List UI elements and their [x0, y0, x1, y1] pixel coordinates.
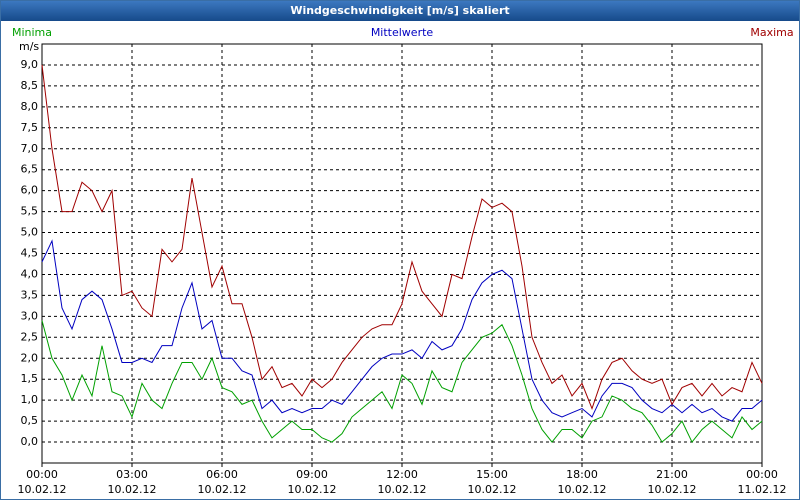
- legend-entry: Maxima: [750, 26, 793, 39]
- y-tick-label: 0,5: [21, 414, 39, 427]
- y-axis-label: m/s: [19, 40, 39, 53]
- series-line: [41, 320, 763, 443]
- x-tick-label: 18:00 10.02.12: [557, 468, 607, 496]
- x-tick-label: 06:00 10.02.12: [197, 468, 247, 496]
- y-tick-label: 2,0: [21, 351, 39, 364]
- y-tick-label: 3,5: [21, 288, 39, 301]
- plot-border: [41, 43, 763, 464]
- y-tick-label: 8,5: [21, 79, 39, 92]
- x-tick-label: 09:00 10.02.12: [287, 468, 337, 496]
- x-tick-label: 21:00 10.02.12: [647, 468, 697, 496]
- legend-entry: Mittelwerte: [371, 26, 434, 39]
- y-tick-label: 7,0: [21, 142, 39, 155]
- series-line: [41, 64, 763, 410]
- y-tick-label: 3,0: [21, 309, 39, 322]
- y-tick-label: 9,0: [21, 58, 39, 71]
- y-tick-label: 2,5: [21, 330, 39, 343]
- x-tick-label: 03:00 10.02.12: [107, 468, 157, 496]
- y-tick-label: 5,5: [21, 205, 39, 218]
- y-tick-label: 6,0: [21, 184, 39, 197]
- x-tick-label: 00:00 11.02.12: [737, 468, 787, 496]
- title-bar: [1, 1, 799, 21]
- x-tick-label: 12:00 10.02.12: [377, 468, 427, 496]
- y-tick-label: 4,5: [21, 247, 39, 260]
- y-tick-label: 7,5: [21, 121, 39, 134]
- x-tick-label: 15:00 10.02.12: [467, 468, 517, 496]
- y-tick-label: 5,0: [21, 226, 39, 239]
- y-tick-label: 6,5: [21, 163, 39, 176]
- y-tick-label: 4,0: [21, 267, 39, 280]
- x-tick-label: 00:00 10.02.12: [17, 468, 67, 496]
- chart-title: Windgeschwindigkeit [m/s] skaliert: [290, 4, 509, 17]
- y-tick-label: 8,0: [21, 100, 39, 113]
- y-tick-label: 1,5: [21, 372, 39, 385]
- series-line: [41, 239, 763, 422]
- y-tick-label: 1,0: [21, 393, 39, 406]
- y-tick-label: 0,0: [21, 435, 39, 448]
- legend-entry: Minima: [12, 26, 52, 39]
